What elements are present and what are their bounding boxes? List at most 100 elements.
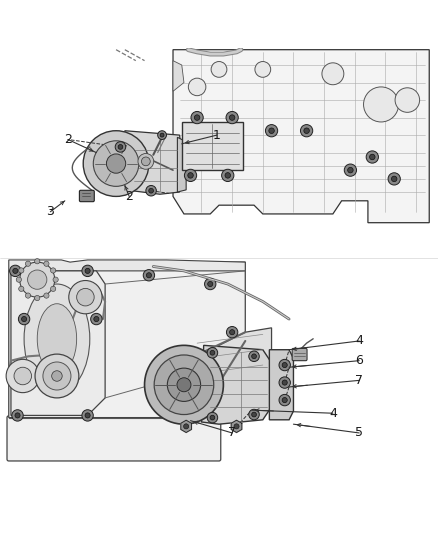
Circle shape	[279, 377, 290, 388]
Circle shape	[184, 424, 189, 429]
Circle shape	[6, 359, 39, 393]
Circle shape	[13, 268, 18, 273]
Text: 7: 7	[355, 374, 363, 387]
Circle shape	[138, 154, 154, 169]
Circle shape	[194, 115, 200, 120]
Circle shape	[28, 270, 47, 289]
Circle shape	[395, 88, 420, 112]
Circle shape	[106, 154, 126, 173]
Text: 1: 1	[213, 128, 221, 142]
Circle shape	[35, 354, 79, 398]
Circle shape	[25, 261, 31, 266]
Circle shape	[191, 111, 203, 124]
Circle shape	[279, 359, 290, 371]
Circle shape	[35, 295, 40, 301]
Circle shape	[115, 142, 126, 152]
Circle shape	[207, 413, 218, 423]
Circle shape	[300, 125, 313, 137]
Circle shape	[145, 345, 223, 424]
Circle shape	[83, 131, 149, 197]
Circle shape	[226, 111, 238, 124]
Polygon shape	[9, 262, 245, 418]
Circle shape	[149, 188, 153, 193]
Circle shape	[19, 268, 24, 273]
Polygon shape	[173, 50, 429, 223]
Circle shape	[205, 278, 216, 290]
Circle shape	[255, 61, 271, 77]
Circle shape	[52, 371, 62, 381]
Circle shape	[282, 380, 287, 385]
Circle shape	[207, 348, 218, 358]
Circle shape	[91, 313, 102, 325]
Circle shape	[85, 413, 90, 418]
Circle shape	[15, 413, 20, 418]
Circle shape	[50, 268, 56, 273]
Text: 4: 4	[329, 407, 337, 419]
Circle shape	[188, 173, 193, 178]
Circle shape	[322, 63, 344, 85]
Circle shape	[141, 157, 150, 166]
Text: 6: 6	[355, 354, 363, 367]
FancyBboxPatch shape	[7, 416, 221, 461]
Text: 5: 5	[355, 426, 363, 439]
Circle shape	[208, 281, 213, 287]
Polygon shape	[181, 420, 191, 432]
Circle shape	[226, 327, 238, 338]
Circle shape	[222, 169, 234, 182]
Circle shape	[210, 350, 215, 355]
Circle shape	[12, 410, 23, 421]
FancyBboxPatch shape	[182, 122, 243, 170]
Circle shape	[44, 293, 49, 298]
Circle shape	[210, 415, 215, 420]
Circle shape	[18, 313, 30, 325]
FancyBboxPatch shape	[292, 349, 307, 361]
Ellipse shape	[37, 304, 77, 374]
Circle shape	[167, 368, 201, 401]
Circle shape	[252, 354, 256, 359]
Circle shape	[82, 410, 93, 421]
Circle shape	[188, 78, 206, 96]
Circle shape	[230, 329, 235, 335]
Circle shape	[225, 173, 230, 178]
Polygon shape	[269, 350, 293, 420]
Circle shape	[304, 128, 309, 133]
Circle shape	[282, 362, 287, 368]
Circle shape	[269, 128, 274, 133]
Circle shape	[77, 288, 94, 306]
Circle shape	[93, 141, 139, 187]
Polygon shape	[193, 328, 272, 393]
Circle shape	[348, 167, 353, 173]
Circle shape	[282, 398, 287, 402]
Circle shape	[94, 317, 99, 321]
Polygon shape	[231, 420, 242, 432]
Circle shape	[249, 351, 259, 361]
Circle shape	[69, 280, 102, 314]
Circle shape	[14, 367, 32, 385]
Text: 2: 2	[64, 133, 72, 146]
Text: 2: 2	[125, 190, 133, 203]
Circle shape	[230, 115, 235, 120]
Circle shape	[10, 265, 21, 277]
Polygon shape	[9, 260, 245, 271]
Text: 3: 3	[46, 205, 54, 218]
Polygon shape	[173, 61, 184, 91]
Circle shape	[158, 131, 166, 140]
Circle shape	[184, 169, 197, 182]
Circle shape	[25, 293, 31, 298]
Circle shape	[154, 355, 214, 415]
Circle shape	[16, 277, 21, 282]
Polygon shape	[125, 131, 182, 194]
Polygon shape	[177, 138, 186, 192]
Circle shape	[392, 176, 397, 182]
Ellipse shape	[24, 284, 90, 393]
Circle shape	[143, 270, 155, 281]
Circle shape	[160, 133, 164, 137]
Circle shape	[19, 286, 24, 292]
Circle shape	[211, 61, 227, 77]
Circle shape	[265, 125, 278, 137]
Circle shape	[146, 273, 152, 278]
Circle shape	[44, 261, 49, 266]
Circle shape	[118, 144, 123, 149]
Circle shape	[35, 259, 40, 264]
Circle shape	[370, 154, 375, 160]
